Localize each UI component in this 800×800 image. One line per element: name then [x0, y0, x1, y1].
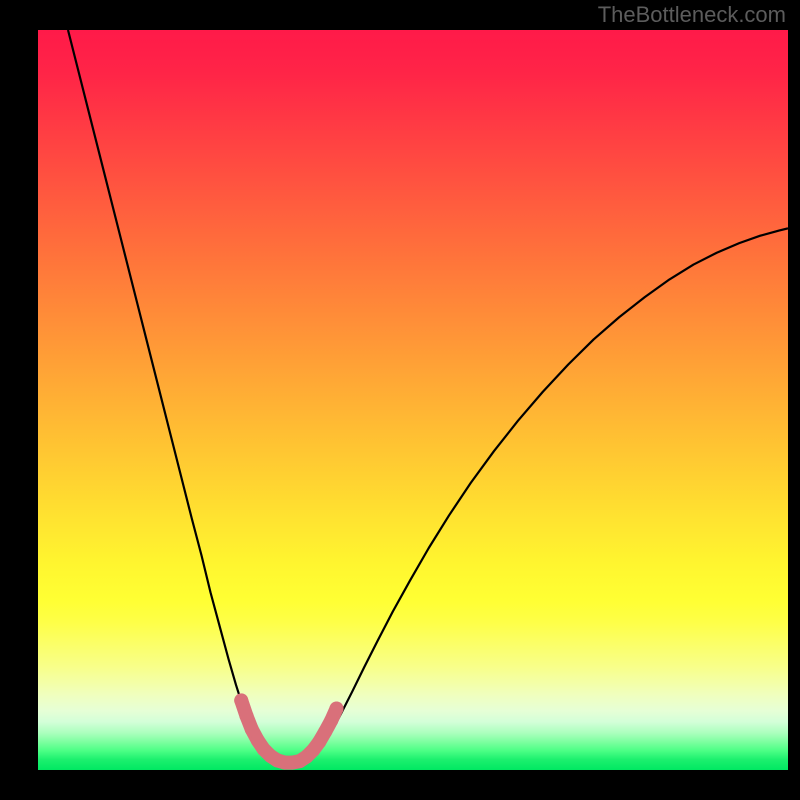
frame-bottom — [0, 770, 800, 800]
frame-left — [0, 0, 38, 800]
chart-background — [38, 30, 788, 770]
chart-svg — [38, 30, 788, 770]
highlight-marker — [330, 702, 344, 716]
frame-right — [788, 0, 800, 800]
chart-plot-area — [38, 30, 788, 770]
watermark-text: TheBottleneck.com — [598, 2, 786, 28]
highlight-marker — [234, 693, 248, 707]
highlight-marker — [240, 709, 254, 723]
